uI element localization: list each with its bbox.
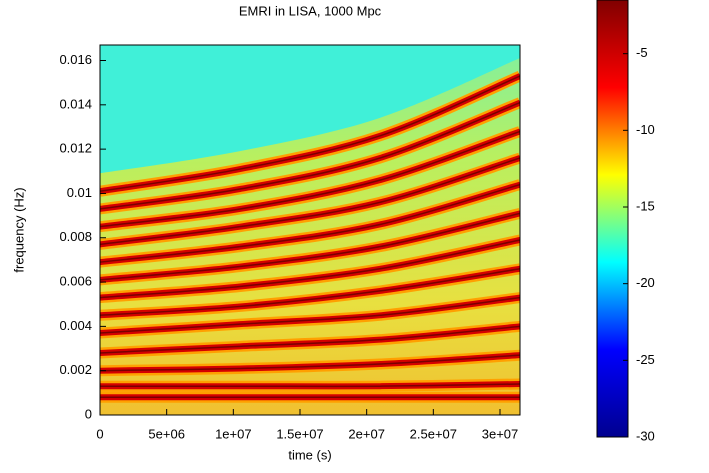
y-tick-label: 0.006 (59, 274, 92, 289)
x-tick-label: 0 (96, 426, 103, 441)
x-tick-label: 2e+07 (348, 426, 385, 441)
colorbar (596, 0, 629, 438)
colorbar-tick-label: -20 (636, 275, 655, 290)
track-core (100, 212, 520, 281)
chart-title: EMRI in LISA, 1000 Mpc (239, 3, 382, 18)
track-core (100, 75, 520, 192)
plot-frame (99, 44, 521, 416)
x-axis-label: time (s) (288, 447, 331, 462)
y-tick-label: 0.004 (59, 318, 92, 333)
track-core (100, 130, 520, 228)
colorbar-tick-label: -30 (636, 428, 655, 443)
noise-floor (100, 45, 520, 174)
track-core (100, 157, 520, 246)
y-axis-label: frequency (Hz) (11, 187, 26, 272)
y-tick-label: 0.012 (59, 141, 92, 156)
y-tick-label: 0.01 (67, 185, 92, 200)
colorbar-tick-label: -10 (636, 122, 655, 137)
y-tick-label: 0.016 (59, 52, 92, 67)
track-core (100, 101, 520, 210)
track-core (100, 268, 520, 317)
colorbar-tick-label: -25 (636, 352, 655, 367)
y-tick-label: 0.008 (59, 229, 92, 244)
x-tick-label: 1e+07 (215, 426, 252, 441)
colorbar-tick-label: -15 (636, 198, 655, 213)
x-tick-label: 2.5e+07 (410, 426, 457, 441)
track-core (100, 325, 520, 354)
x-tick-label: 1.5e+07 (276, 426, 323, 441)
x-tick-label: 3e+07 (482, 426, 519, 441)
colorbar-tick-label: -5 (636, 45, 648, 60)
track-core (100, 296, 520, 334)
track-core (100, 383, 520, 388)
track-core (100, 354, 520, 372)
y-tick-label: 0.002 (59, 362, 92, 377)
y-tick-label: 0.014 (59, 96, 92, 111)
plot-area (100, 45, 520, 415)
track-core (100, 183, 520, 263)
track-core (100, 239, 520, 299)
y-tick-label: 0 (85, 406, 92, 421)
x-tick-label: 5e+06 (148, 426, 185, 441)
